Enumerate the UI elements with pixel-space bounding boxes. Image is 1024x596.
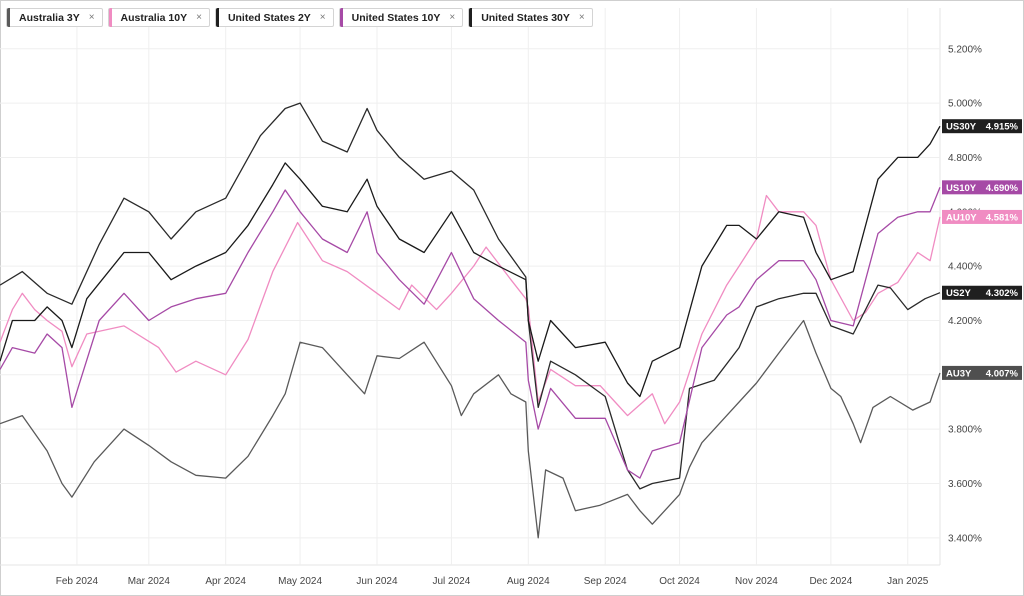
- end-tag-au10y: AU10Y 4.581%: [942, 209, 1022, 224]
- y-tick-label: 3.800%: [948, 425, 982, 436]
- x-tick-label: Oct 2024: [659, 576, 700, 587]
- x-tick-label: Mar 2024: [128, 576, 171, 587]
- legend-swatch: [7, 8, 10, 27]
- legend-label: United States 10Y: [351, 11, 441, 24]
- end-tag-us10y: US10Y 4.690%: [942, 180, 1022, 195]
- end-tag-us30y: US30Y 4.915%: [942, 119, 1022, 134]
- remove-series-icon[interactable]: ×: [578, 12, 585, 23]
- y-tick-label: 4.200%: [948, 316, 982, 327]
- end-tag-name: US30Y: [946, 122, 977, 133]
- x-axis: Feb 2024 Mar 2024 Apr 2024 May 2024 Jun 2024…: [56, 576, 929, 587]
- series-line-us2y: [0, 102, 941, 490]
- x-tick-label: Feb 2024: [56, 576, 99, 587]
- remove-series-icon[interactable]: ×: [88, 12, 95, 23]
- remove-series-icon[interactable]: ×: [449, 12, 456, 23]
- x-tick-label: Dec 2024: [809, 576, 852, 587]
- series-line-au3y: [0, 319, 941, 539]
- legend-chip[interactable]: United States 30Y ×: [468, 8, 593, 27]
- legend-chip[interactable]: United States 10Y ×: [338, 8, 464, 27]
- end-tag-value: 4.581%: [986, 212, 1019, 223]
- remove-series-icon[interactable]: ×: [319, 12, 326, 23]
- series-lines: [0, 102, 941, 539]
- gridlines: [0, 8, 941, 566]
- legend: Australia 3Y × Australia 10Y × United States…: [6, 8, 593, 27]
- legend-chip[interactable]: Australia 10Y ×: [107, 8, 210, 27]
- end-tag-box: [942, 285, 1022, 300]
- x-tick-label: Sep 2024: [584, 576, 627, 587]
- legend-chip[interactable]: Australia 3Y ×: [6, 8, 103, 27]
- y-tick-label: 4.800%: [948, 153, 982, 164]
- series-line-us30y: [0, 125, 941, 398]
- x-tick-label: Nov 2024: [735, 576, 778, 587]
- remove-series-icon[interactable]: ×: [196, 12, 202, 23]
- end-value-tags: US30Y 4.915% US10Y 4.690% AU10Y 4.581% US2Y 4.3…: [942, 119, 1022, 380]
- end-tag-name: AU10Y: [946, 212, 977, 223]
- end-tag-box: [942, 180, 1022, 195]
- end-tag-value: 4.007%: [986, 368, 1019, 379]
- legend-label: Australia 3Y: [19, 11, 80, 24]
- y-tick-label: 3.400%: [948, 533, 982, 544]
- end-tag-value: 4.690%: [986, 183, 1019, 194]
- y-tick-label: 5.000%: [948, 99, 982, 110]
- end-tag-value: 4.915%: [986, 122, 1019, 133]
- y-tick-label: 3.600%: [948, 479, 982, 490]
- end-tag-us2y: US2Y 4.302%: [942, 285, 1022, 300]
- legend-label: United States 2Y: [227, 11, 311, 24]
- end-tag-box: [942, 209, 1022, 224]
- x-tick-label: Jan 2025: [887, 576, 929, 587]
- legend-chip[interactable]: United States 2Y ×: [214, 8, 334, 27]
- x-tick-label: Aug 2024: [507, 576, 550, 587]
- series-line-us10y: [0, 187, 941, 479]
- end-tag-name: US10Y: [946, 183, 977, 194]
- legend-label: Australia 10Y: [120, 11, 188, 24]
- legend-swatch: [339, 8, 343, 27]
- x-tick-label: Jun 2024: [356, 576, 398, 587]
- legend-swatch: [469, 8, 473, 27]
- end-tag-value: 4.302%: [986, 288, 1019, 299]
- end-tag-name: US2Y: [946, 288, 971, 299]
- y-tick-label: 4.400%: [948, 262, 982, 273]
- x-tick-label: Jul 2024: [432, 576, 470, 587]
- y-tick-label: 5.200%: [948, 44, 982, 55]
- x-tick-label: May 2024: [278, 576, 322, 587]
- end-tag-name: AU3Y: [946, 368, 972, 379]
- x-tick-label: Apr 2024: [205, 576, 246, 587]
- legend-label: United States 30Y: [481, 11, 570, 24]
- end-tag-box: [942, 119, 1022, 134]
- legend-swatch: [108, 8, 112, 27]
- end-tag-box: [942, 365, 1022, 380]
- series-line-au10y: [0, 194, 941, 425]
- legend-swatch: [215, 8, 219, 27]
- end-tag-au3y: AU3Y 4.007%: [942, 365, 1022, 380]
